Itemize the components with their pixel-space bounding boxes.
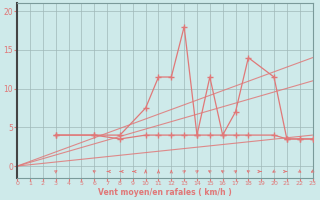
X-axis label: Vent moyen/en rafales ( km/h ): Vent moyen/en rafales ( km/h ) xyxy=(98,188,232,197)
